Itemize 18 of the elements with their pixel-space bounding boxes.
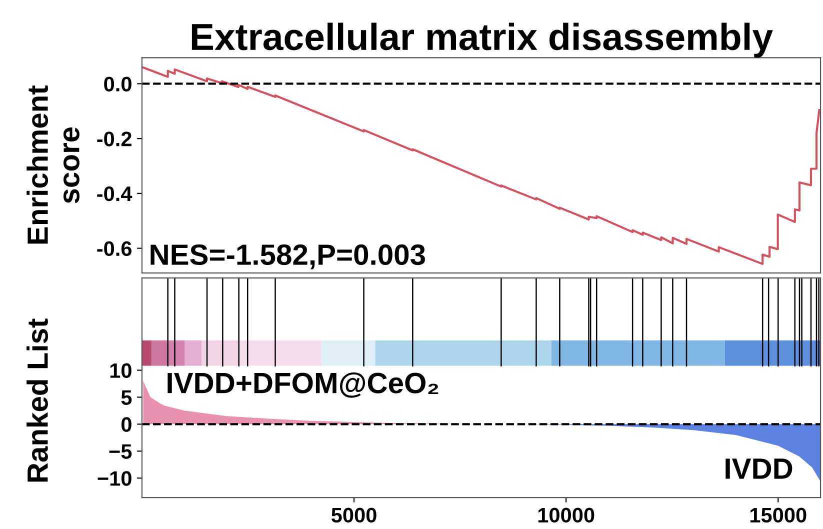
y-axis-title: Ranked List (26, 318, 48, 482)
y-tick-label: 5 (121, 390, 132, 405)
x-tick-label: 10000 (538, 508, 594, 523)
y-axis-title: Enrichment score (26, 85, 80, 244)
y-tick-label: -0.4 (97, 186, 132, 202)
annotation: NES=-1.582,P=0.003 (150, 244, 425, 270)
y-tick-label: 10 (110, 363, 132, 378)
y-tick-label: −5 (109, 444, 132, 459)
annotation: IVDD+DFOM@CeO₂ (168, 372, 438, 398)
x-tick-label: 5000 (331, 508, 376, 523)
x-tick-label: 15000 (750, 508, 806, 523)
y-tick-label: 0.0 (104, 76, 132, 92)
y-tick-label: -0.6 (97, 241, 132, 256)
y-tick-label: -0.2 (97, 132, 132, 146)
chart-title: Extracellular matrix disassembly (192, 22, 773, 58)
y-tick-label: 0 (121, 417, 132, 432)
y-tick-label: −10 (98, 471, 132, 486)
annotation: IVDD (726, 458, 792, 479)
